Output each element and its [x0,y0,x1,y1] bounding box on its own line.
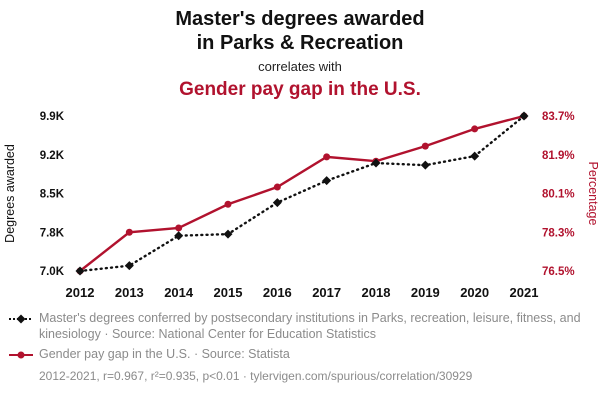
paygap-point [224,200,232,208]
y-left-tick: 9.2K [40,150,65,162]
citation: 2012-2021, r=0.967, r²=0.935, p<0.01 · t… [39,368,473,383]
degrees-point [322,176,332,186]
title-line-2: in Parks & Recreation [196,31,404,54]
paygap-series-marker-icon [8,346,34,366]
chart-title-red: Gender pay gap in the U.S. [179,79,421,101]
y-left-tick: 9.9K [40,111,65,123]
y-left-tick: 8.5K [40,189,65,201]
degrees-point [371,158,381,168]
y-left-axis-title: Degrees awarded [3,144,17,243]
x-tick: 2016 [263,285,292,300]
y-left-tick: 7.8K [40,227,65,239]
x-tick: 2017 [312,285,341,300]
x-tick: 2020 [460,285,489,300]
x-tick: 2015 [214,285,243,300]
degrees-point [75,266,85,276]
x-tick: 2018 [362,285,391,300]
legend-item-paygap: Gender pay gap in the U.S. · Source: Sta… [8,346,586,366]
y-right-tick: 78.3% [542,227,575,239]
degrees-point [223,229,233,239]
title-line-1: Master's degrees awarded [175,8,425,30]
correlation-chart: 7.0K 7.8K 8.5K 9.2K 9.9K 76.5% 78.3% 80.1% 81.9%… [3,111,600,300]
legend-degrees-label: Master's degrees conferred by postsecond… [39,311,581,342]
correlates-with-label: correlates with [258,59,342,75]
y-right-axis-title: Percentage [586,162,600,226]
y-left-tick: 7.0K [40,266,65,278]
y-right-tick: 76.5% [542,266,575,278]
y-right-tick: 83.7% [542,111,575,123]
paygap-line [79,115,525,273]
legend-paygap-label: Gender pay gap in the U.S. · Source: Sta… [39,346,290,361]
degrees-line [78,114,526,273]
x-tick: 2021 [510,285,539,300]
degrees-point [272,198,282,208]
degrees-series-marker-icon [8,310,34,330]
paygap-point [323,153,331,161]
y-right-tick: 81.9% [542,150,575,162]
paygap-point [421,142,429,150]
degrees-point [519,111,529,121]
paygap-point [175,224,183,232]
paygap-point [273,183,281,191]
x-tick: 2012 [66,285,95,300]
x-tick: 2013 [115,285,144,300]
degrees-point [420,160,430,170]
paygap-point [125,228,133,236]
legend-item-degrees: Master's degrees conferred by postsecond… [8,310,586,343]
chart-header: Master's degrees awarded in Parks & Recr… [0,0,600,101]
paygap-point [471,125,479,133]
degrees-point [470,151,480,161]
chart-footer: Master's degrees conferred by postsecond… [0,306,600,383]
degrees-point [174,231,184,241]
x-tick: 2019 [411,285,440,300]
degrees-point [124,261,134,271]
y-right-tick: 80.1% [542,189,575,201]
x-tick: 2014 [164,285,194,300]
